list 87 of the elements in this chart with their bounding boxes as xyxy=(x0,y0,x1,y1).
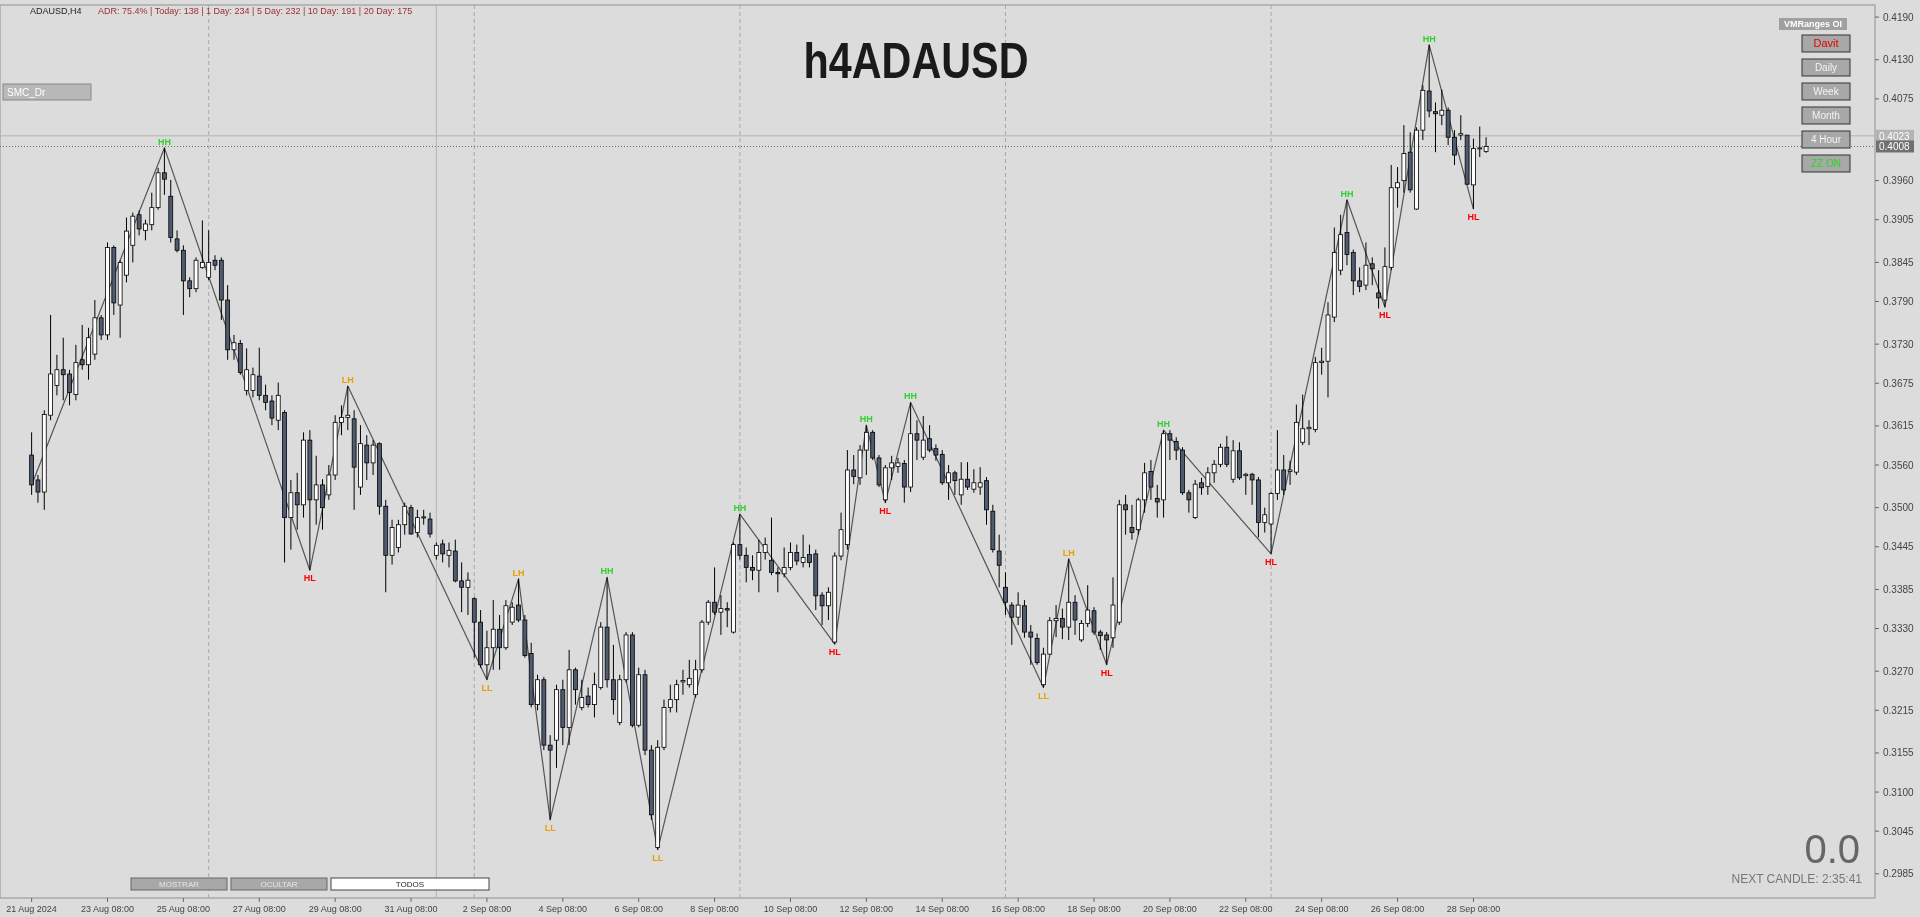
candlestick xyxy=(1458,114,1464,141)
annotation: HL xyxy=(1467,212,1480,223)
annotation: HL xyxy=(1265,556,1278,567)
y-tick-label: 0.3330 xyxy=(1883,623,1915,635)
x-tick-label: 29 Aug 08:00 xyxy=(308,904,362,914)
annotation: HH xyxy=(1157,419,1171,430)
annotation: 4 Hour xyxy=(1810,134,1842,145)
y-tick-label: 0.3730 xyxy=(1883,338,1915,350)
candlestick xyxy=(1009,601,1015,646)
annotation: ZZ ON xyxy=(1811,158,1841,169)
candlestick xyxy=(762,537,768,561)
annotation: NEXT CANDLE: 2:35:41 xyxy=(1731,872,1863,886)
annotation: MOSTRAR xyxy=(159,880,200,889)
text: h4ADAUSD xyxy=(803,33,1076,89)
x-tick-label: 25 Aug 08:00 xyxy=(156,904,210,914)
annotation: HH xyxy=(157,136,171,147)
annotation: HL xyxy=(303,573,317,584)
y-tick-label: 0.3215 xyxy=(1883,704,1915,716)
ref-line-label: 0.4008 xyxy=(1879,141,1911,153)
x-tick-label: 28 Sep 08:00 xyxy=(1446,904,1501,914)
annotation: TODOS xyxy=(395,880,425,889)
x-tick-label: 14 Sep 08:00 xyxy=(915,904,970,914)
y-tick-label: 0.3905 xyxy=(1883,214,1915,226)
annotation: HL xyxy=(828,647,842,658)
annotation: HH xyxy=(859,414,873,425)
y-tick-label: 0.3615 xyxy=(1883,420,1915,432)
annotation: 0.0 xyxy=(1804,827,1860,871)
candlestick xyxy=(996,534,1002,588)
x-tick-label: 18 Sep 08:00 xyxy=(1067,904,1121,914)
y-tick-label: 0.3045 xyxy=(1883,825,1915,837)
x-tick-label: 8 Sep 08:00 xyxy=(690,904,739,914)
x-tick-label: 26 Sep 08:00 xyxy=(1370,904,1425,914)
annotation: HH xyxy=(1340,188,1354,199)
x-tick-label: 27 Aug 08:00 xyxy=(232,904,286,914)
annotation: LL xyxy=(481,682,493,693)
x-tick-label: 12 Sep 08:00 xyxy=(839,904,894,914)
annotation: HL xyxy=(879,505,892,516)
x-tick-label: 21 Aug 2024 xyxy=(6,904,57,914)
x-tick-label: 23 Aug 08:00 xyxy=(80,904,135,914)
x-tick-label: 20 Sep 08:00 xyxy=(1143,904,1197,914)
y-tick-label: 0.3270 xyxy=(1883,665,1915,677)
x-tick-label: 16 Sep 08:00 xyxy=(991,904,1045,914)
y-tick-label: 0.4190 xyxy=(1883,11,1915,23)
annotation: HL xyxy=(1100,667,1114,678)
annotation: ADAUSD,H4 xyxy=(30,6,82,16)
y-tick-label: 0.3960 xyxy=(1883,175,1915,187)
x-tick-label: 10 Sep 08:00 xyxy=(763,904,818,914)
y-tick-label: 0.3790 xyxy=(1883,295,1915,307)
annotation: Daily xyxy=(1814,62,1838,73)
y-tick-label: 0.3845 xyxy=(1883,256,1915,268)
x-tick-label: 4 Sep 08:00 xyxy=(538,904,588,914)
annotation: HH xyxy=(1422,33,1436,44)
y-tick-label: 0.3445 xyxy=(1883,541,1915,553)
x-tick-label: 6 Sep 08:00 xyxy=(614,904,663,914)
annotation: LH xyxy=(512,567,525,578)
annotation: LH xyxy=(341,375,354,386)
ref-line-label: 0.4023 xyxy=(1879,130,1911,142)
annotation: LH xyxy=(1062,547,1075,558)
annotation: Month xyxy=(1812,110,1840,121)
annotation: HH xyxy=(733,503,747,514)
x-tick-label: 2 Sep 08:00 xyxy=(462,904,512,914)
x-tick-label: 22 Sep 08:00 xyxy=(1219,904,1273,914)
y-tick-label: 0.4075 xyxy=(1883,93,1915,105)
annotation: SMC_Dr xyxy=(7,87,46,98)
x-tick-label: 24 Sep 08:00 xyxy=(1294,904,1349,914)
candlestick xyxy=(1003,571,1008,616)
x-tick-label: 31 Aug 08:00 xyxy=(384,904,438,914)
y-tick-label: 0.3675 xyxy=(1883,377,1915,389)
y-tick-label: 0.3155 xyxy=(1883,747,1915,759)
annotation: ADR: 75.4% | Today: 138 | 1 Day: 234 | 5 Day: 232 | 10 Day: 191 | 20 Day: 175 xyxy=(98,6,413,16)
y-tick-label: 0.3560 xyxy=(1883,459,1915,471)
y-tick-label: 0.3100 xyxy=(1883,786,1915,798)
annotation: LL xyxy=(1037,690,1050,701)
y-tick-label: 0.3500 xyxy=(1883,502,1915,514)
y-tick-label: 0.2985 xyxy=(1883,868,1915,880)
annotation: VMRanges OI xyxy=(1783,19,1843,29)
annotation: Week xyxy=(1813,86,1840,97)
annotation: LL xyxy=(652,852,664,863)
candlestick xyxy=(547,734,553,821)
candlestick xyxy=(579,679,585,711)
annotation: HH xyxy=(904,391,918,402)
annotation: Davit xyxy=(1813,37,1839,49)
y-tick-label: 0.3385 xyxy=(1883,583,1915,595)
annotation: LL xyxy=(544,822,557,833)
annotation: HH xyxy=(600,566,614,577)
y-tick-label: 0.4130 xyxy=(1883,54,1915,66)
annotation: HL xyxy=(1378,310,1392,321)
